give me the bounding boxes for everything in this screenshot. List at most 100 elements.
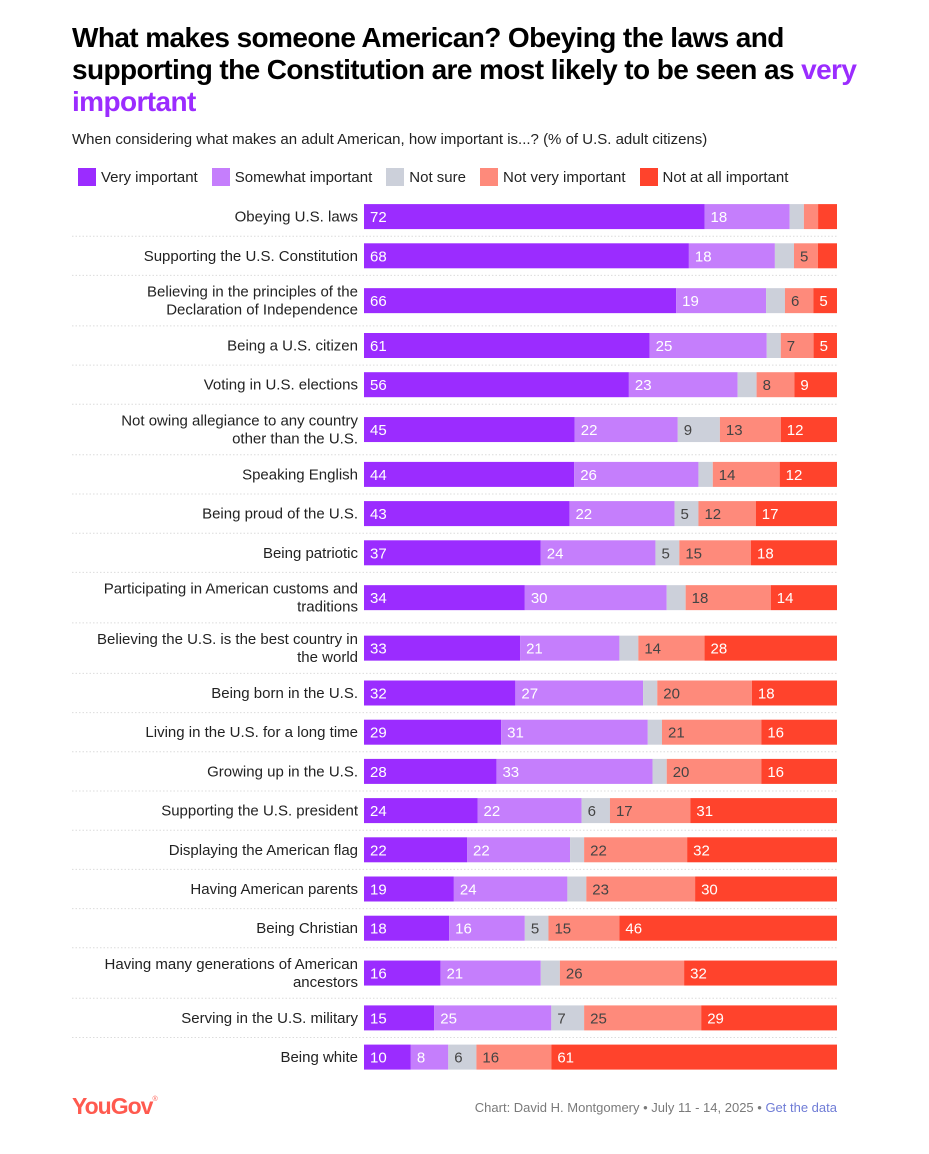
bar-segment-not-at-all-important [770, 585, 837, 611]
data-label: 13 [726, 422, 743, 439]
category-label: Obeying U.S. laws [235, 209, 358, 226]
bar-segment-not-sure [677, 417, 720, 443]
category-label-line: Being born in the U.S. [211, 685, 358, 702]
data-label: 19 [682, 293, 699, 310]
category-label-line: Being a U.S. citizen [227, 338, 358, 355]
bar-segment-not-at-all-important [755, 501, 837, 527]
bar-row: Supporting the U.S. Constitution 68 18 5 [144, 243, 837, 269]
bar-segment-not-at-all-important [687, 837, 837, 863]
category-label-line: Having many generations of American [105, 956, 358, 973]
category-label: Having American parents [190, 881, 358, 898]
data-label: 29 [370, 725, 387, 742]
chart-subtitle: When considering what makes an adult Ame… [72, 131, 708, 148]
data-label: 5 [819, 293, 827, 310]
legend-swatch-not-sure [386, 168, 405, 186]
bar-segment-not-very-important [719, 417, 781, 443]
bar-segment-not-sure [766, 288, 785, 314]
bar-row: Living in the U.S. for a long time 29 31 21… [145, 719, 837, 745]
category-label-line: Serving in the U.S. military [181, 1010, 358, 1027]
bar-row: Being born in the U.S. 32 27 20 18 [211, 680, 837, 706]
data-label: 32 [370, 686, 387, 703]
legend-swatch-very-important [78, 168, 96, 186]
data-label: 16 [767, 764, 784, 781]
bar-segment-not-sure [774, 243, 794, 269]
bar-segment-not-at-all-important [695, 876, 837, 902]
bar-segment-somewhat-important [515, 680, 644, 706]
data-label: 25 [656, 338, 673, 355]
data-label: 20 [673, 764, 690, 781]
data-label: 72 [370, 209, 387, 226]
get-the-data-link[interactable]: Get the data [765, 1100, 837, 1115]
data-label: 7 [787, 338, 795, 355]
bar-segment-somewhat-important [410, 1044, 449, 1070]
bar-segment-not-sure [647, 719, 662, 745]
title-accent: very important [72, 54, 857, 117]
bar-segment-very-important [364, 501, 570, 527]
bar-segment-very-important [364, 960, 441, 986]
bar-segment-somewhat-important [688, 243, 775, 269]
bar-segment-somewhat-important [440, 960, 541, 986]
bar-segment-not-very-important [803, 204, 819, 230]
credit-text: Chart: David H. Montgomery • July 11 - 1… [474, 1100, 766, 1115]
category-label: Growing up in the U.S. [207, 763, 358, 780]
data-label: 26 [580, 467, 597, 484]
data-label: 15 [370, 1010, 387, 1027]
data-label: 14 [777, 590, 794, 607]
data-label: 24 [370, 803, 387, 820]
category-label: Speaking English [242, 466, 358, 483]
category-label: Being patriotic [263, 545, 359, 562]
bar-segment-somewhat-important [496, 758, 653, 784]
category-label-line: Being patriotic [263, 545, 359, 562]
legend-swatch-not-at-all-important [639, 168, 658, 186]
bar-segment-somewhat-important [649, 333, 767, 358]
category-label-line: Being white [280, 1049, 358, 1066]
data-label: 5 [820, 338, 828, 355]
data-label: 9 [684, 422, 692, 439]
data-label: 27 [521, 686, 538, 703]
title-main: What makes someone American? Obeying the… [72, 22, 802, 85]
data-label: 22 [590, 842, 607, 859]
bar-segment-not-at-all-important [817, 243, 837, 269]
bar-segment-somewhat-important [574, 461, 699, 487]
bar-segment-not-very-important [584, 1005, 702, 1031]
data-label: 22 [581, 422, 598, 439]
data-label: 12 [786, 467, 803, 484]
bar-segment-very-important [364, 585, 525, 611]
data-label: 6 [454, 1050, 462, 1067]
legend-swatch-somewhat-important [211, 168, 230, 186]
data-label: 25 [440, 1010, 457, 1027]
data-label: 29 [707, 1010, 724, 1027]
bar-segment-not-very-important [756, 372, 795, 398]
data-label: 20 [663, 686, 680, 703]
bar-row: Displaying the American flag 22 22 22 32 [169, 837, 837, 863]
data-label: 12 [787, 422, 804, 439]
bar-segment-not-sure [643, 680, 658, 706]
bar-row: Being a U.S. citizen 61 25 7 5 [227, 333, 837, 358]
bar-segment-not-at-all-important [761, 719, 837, 745]
data-label: 5 [800, 248, 808, 265]
category-label: Living in the U.S. for a long time [145, 724, 358, 741]
bar-segment-not-very-important [679, 540, 751, 566]
legend-item-very-important: Very important [78, 168, 198, 186]
bar-segment-very-important [364, 372, 629, 398]
data-label: 14 [644, 641, 661, 658]
data-label: 30 [701, 882, 718, 899]
data-label: 8 [417, 1050, 425, 1067]
category-label-line: Not owing allegiance to any country [121, 413, 358, 430]
legend-label: Not at all important [662, 168, 789, 186]
data-label: 22 [473, 842, 490, 859]
bar-segment-not-at-all-important [701, 1005, 837, 1031]
data-label: 33 [502, 764, 519, 781]
data-label: 28 [370, 764, 387, 781]
bar-segment-very-important [364, 758, 497, 784]
bar-segment-very-important [364, 876, 454, 902]
bar-segment-very-important [364, 204, 705, 230]
chart-title: What makes someone American? Obeying the… [72, 22, 862, 118]
legend-item-somewhat-important: Somewhat important [211, 168, 372, 186]
bar-segment-not-sure [448, 1044, 477, 1070]
data-label: 12 [704, 506, 721, 523]
data-label: 16 [482, 1050, 499, 1067]
bar-segment-somewhat-important [574, 417, 678, 443]
bar-segment-somewhat-important [467, 837, 571, 863]
